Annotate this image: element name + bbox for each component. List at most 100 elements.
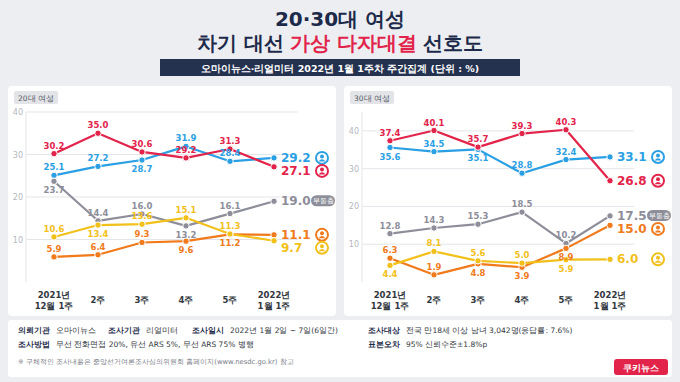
legend-icon-head — [320, 244, 324, 248]
series-point — [563, 156, 569, 162]
panel-label-bg — [350, 91, 394, 104]
data-label-final: 9.7 — [281, 241, 302, 255]
series-line — [390, 251, 610, 265]
data-label: 11.3 — [220, 221, 241, 231]
data-label: 35.0 — [88, 120, 109, 130]
y-tick-label: 30 — [13, 151, 23, 160]
data-label: 28.4 — [220, 148, 241, 158]
grid-line — [26, 197, 298, 198]
series-point — [271, 164, 277, 170]
y-tick-label: 30 — [349, 165, 359, 174]
subtitle: 차기 대선가상 다자대결선호도 — [197, 31, 483, 55]
legend-label: 부동층 — [649, 212, 670, 220]
data-label: 9.6 — [178, 245, 193, 255]
grid-line — [362, 206, 634, 207]
data-label: 40.1 — [424, 118, 445, 128]
plot — [51, 130, 277, 260]
data-label-final: 26.8 — [617, 174, 647, 188]
subtitle-part: 가상 다자대결 — [290, 31, 417, 55]
series-point — [607, 213, 613, 219]
y-axis-line — [26, 112, 27, 282]
x-tick-line: 12월 1주 — [371, 301, 410, 311]
y-tick-label: 10 — [13, 236, 23, 245]
series-point — [95, 130, 101, 136]
data-label: 6.3 — [382, 245, 397, 255]
panel — [344, 86, 672, 316]
y-axis-line — [362, 112, 363, 282]
series-line — [390, 148, 610, 174]
page: 20·30대 여성차기 대선가상 다자대결선호도오마이뉴스·리얼미터 2022년… — [0, 0, 680, 382]
x-tick-line: 2021년 — [38, 290, 71, 300]
footer-label: 표본오차 — [368, 340, 400, 349]
panel-label: 30대 여성 — [354, 94, 390, 103]
data-label: 8.1 — [426, 238, 441, 248]
data-label: 34.5 — [424, 139, 445, 149]
legend-icon-head — [656, 153, 660, 157]
series-point — [139, 149, 145, 155]
data-label-final: 29.2 — [281, 151, 311, 165]
footer-label: 조사기관 — [108, 326, 140, 335]
data-label: 12.8 — [380, 221, 401, 231]
series-point — [271, 155, 277, 161]
x-tick-label: 2021년12월 1주 — [371, 290, 410, 311]
footer-value: 오마이뉴스 — [56, 326, 96, 335]
grid-line — [362, 130, 634, 131]
data-label-final: 19.0 — [281, 194, 311, 208]
x-tick-label: 2022년1월 1주 — [594, 290, 627, 311]
data-label: 28.7 — [132, 164, 153, 174]
series-line — [54, 146, 274, 175]
legend-pill — [311, 195, 335, 206]
series-point — [431, 148, 437, 154]
data-label: 25.1 — [44, 162, 65, 172]
data-label: 11.2 — [220, 238, 241, 248]
data-label-final: 27.1 — [281, 164, 311, 178]
series-point — [431, 272, 437, 278]
data-label: 6.4 — [90, 242, 105, 252]
y-tick-label: 40 — [13, 108, 23, 117]
legend-icon-body — [655, 158, 662, 160]
data-label: 5.9 — [558, 264, 573, 274]
plot — [387, 127, 613, 278]
data-label: 37.4 — [380, 128, 401, 138]
footer-box — [8, 320, 672, 377]
data-label-final: 6.0 — [617, 252, 638, 266]
legend-icon — [652, 223, 664, 235]
data-label: 10.6 — [44, 224, 65, 234]
series-line — [390, 130, 610, 181]
subtitle-part: 차기 대선 — [197, 31, 284, 55]
data-label-final: 15.0 — [617, 222, 647, 236]
series-point — [95, 163, 101, 169]
x-tick-label: 4주 — [179, 295, 194, 305]
series-point — [183, 223, 189, 229]
data-label: 28.8 — [512, 160, 533, 170]
series-point — [475, 144, 481, 150]
legend-icon-head — [320, 231, 324, 235]
x-tick-label: 3주 — [135, 295, 150, 305]
data-label: 14.4 — [88, 208, 109, 218]
series-point — [271, 238, 277, 244]
legend-icon-body — [655, 230, 662, 232]
data-label: 13.6 — [132, 211, 153, 221]
grid-line — [362, 168, 634, 169]
legend-icon-body — [655, 182, 662, 184]
footer-value: 95% 신뢰수준±1.8%p — [406, 340, 487, 349]
series-point — [51, 172, 57, 178]
footer-value: 전국 만18세 이상 남녀 3,042명(응답률: 7.6%) — [406, 326, 572, 335]
x-tick-label: 2022년1월 1주 — [258, 290, 291, 311]
panel-label-bg — [14, 91, 58, 104]
grid-line — [26, 112, 298, 113]
series-point — [431, 248, 437, 254]
legend-icon-head — [656, 177, 660, 181]
x-tick-label: 5주 — [223, 295, 238, 305]
data-label: 30.2 — [44, 141, 65, 151]
data-label: 4.4 — [382, 269, 397, 279]
data-label: 4.8 — [470, 268, 485, 278]
series-point — [51, 254, 57, 260]
footer-label: 의뢰기관 — [18, 326, 50, 335]
data-label: 23.7 — [44, 185, 65, 195]
footer-note: ※ 구체적인 조사내용은 중앙선거여론조사심의위원회 홈페이지(www.nesd… — [18, 358, 294, 366]
series-line — [390, 212, 610, 243]
data-label: 39.3 — [512, 121, 533, 131]
footer-value: 리얼미터 — [146, 326, 178, 335]
series-point — [387, 138, 393, 144]
